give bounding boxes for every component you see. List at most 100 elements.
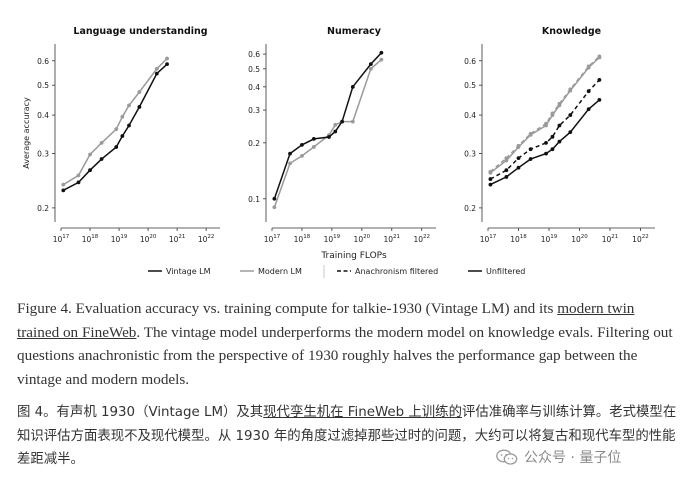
chart-title: Knowledge — [542, 26, 601, 37]
y-tick-label: 0.3 — [37, 150, 49, 159]
x-tick-label: 1020 — [354, 234, 371, 244]
data-point — [340, 119, 345, 124]
data-point — [76, 180, 81, 185]
data-point — [516, 143, 521, 148]
caption-chinese: 图 4。有声机 1930（Vintage LM）及其现代孪生机在 FineWeb… — [17, 401, 677, 472]
y-tick-label: 0.5 — [37, 81, 49, 90]
data-point — [300, 142, 304, 147]
data-point — [568, 87, 573, 92]
data-point — [379, 50, 384, 55]
y-tick-label: 0.1 — [248, 195, 260, 204]
x-tick-label: 1020 — [140, 234, 157, 244]
legend-label: Unfiltered — [486, 267, 525, 276]
data-point — [368, 62, 373, 67]
x-tick-label: 1019 — [541, 234, 558, 244]
data-point — [379, 57, 384, 62]
data-point — [120, 134, 125, 138]
data-point — [488, 169, 493, 174]
x-tick-label: 1021 — [383, 234, 400, 244]
caption-en-part2: . The vintage model underperforms the mo… — [17, 323, 673, 388]
data-point — [550, 134, 555, 139]
x-tick-label: 1019 — [111, 234, 128, 244]
caption-zh-link[interactable]: 现代孪生机在 FineWeb 上训练的 — [263, 405, 462, 420]
x-axis-label: Training FLOPs — [320, 251, 387, 261]
data-point — [61, 188, 66, 193]
data-point — [597, 78, 602, 82]
data-point — [350, 84, 355, 89]
y-tick-label: 0.5 — [248, 65, 260, 74]
chart-title: Language understanding — [73, 26, 207, 37]
caption-en-link[interactable]: modern twin trained on FineWeb — [17, 300, 635, 341]
x-tick-label: 1022 — [632, 234, 649, 244]
caption-zh-part1: 图 4。有声机 1930（Vintage LM）及其 — [17, 405, 264, 420]
data-point — [311, 136, 316, 141]
data-point — [550, 147, 555, 152]
data-point — [137, 105, 142, 109]
chart-panel-2: Numeracy 0.1 0.2 0.3 0.4 0.5 0.6 1017 1018 1019 10… — [248, 26, 436, 261]
data-point — [114, 127, 119, 132]
watermark: 公众号 · 量子位 — [496, 447, 621, 467]
data-point — [288, 161, 292, 166]
data-point — [311, 145, 316, 149]
y-tick-label: 0.2 — [248, 139, 260, 148]
data-point — [488, 177, 493, 181]
data-point — [350, 119, 355, 124]
data-point — [504, 175, 509, 179]
data-point — [557, 101, 562, 106]
data-point — [99, 140, 104, 145]
chart-panel-1: Language understanding 0.2 0.3 0.4 0.5 0.6 101… — [22, 26, 220, 244]
x-tick-label: 1017 — [264, 234, 281, 244]
data-point — [165, 62, 169, 67]
y-tick-label: 0.6 — [248, 50, 260, 59]
data-point — [88, 152, 92, 157]
y-tick-label: 0.3 — [464, 150, 476, 159]
data-point — [516, 165, 521, 170]
chart-panel-3: Knowledge 0.2 0.3 0.4 0.5 0.6 1017 1018 1019 1020… — [464, 26, 655, 244]
x-tick-label: 1021 — [169, 234, 186, 244]
data-point — [368, 66, 373, 71]
data-point — [504, 168, 509, 173]
data-point — [99, 157, 104, 161]
y-axis-label: Average accuracy — [22, 97, 31, 169]
x-tick-label: 1018 — [294, 234, 311, 244]
data-point — [597, 54, 602, 59]
data-point — [568, 113, 573, 117]
data-point — [586, 89, 591, 94]
data-point — [165, 56, 169, 61]
data-point — [114, 145, 119, 149]
data-point — [544, 121, 548, 126]
series-line — [490, 99, 600, 186]
series-line — [62, 57, 168, 186]
data-point — [528, 157, 533, 161]
data-point — [300, 154, 304, 158]
series-line — [273, 59, 382, 208]
data-point — [528, 147, 533, 152]
caption-zh-part2: 评估准确率与训练计算。老式模型在知识评估方面表现不及现代模型。从 1930 年的… — [17, 405, 677, 467]
x-tick-label: 1018 — [510, 234, 527, 244]
figure-4: Language understanding 0.2 0.3 0.4 0.5 0.6 101… — [22, 26, 655, 278]
y-tick-label: 0.3 — [248, 106, 260, 115]
data-point — [557, 139, 562, 144]
watermark-text: 公众号 · 量子位 — [524, 450, 622, 466]
x-tick-label: 1017 — [53, 234, 70, 244]
data-point — [528, 131, 533, 136]
data-point — [333, 129, 338, 134]
series-line — [273, 52, 382, 200]
legend-label: Vintage LM — [166, 267, 211, 276]
data-point — [488, 182, 493, 187]
data-point — [154, 66, 159, 71]
x-tick-label: 1021 — [602, 234, 619, 244]
data-point — [504, 156, 509, 161]
y-tick-label: 0.5 — [464, 81, 476, 90]
data-point — [333, 122, 338, 127]
data-point — [327, 135, 331, 139]
data-point — [568, 130, 573, 135]
data-point — [76, 173, 81, 178]
x-tick-label: 1018 — [82, 234, 99, 244]
series-line — [489, 56, 600, 174]
data-point — [544, 140, 548, 145]
series-line — [62, 63, 168, 191]
legend-label: Anachronism filtered — [355, 267, 438, 276]
data-point — [154, 71, 159, 76]
data-point — [61, 182, 66, 187]
